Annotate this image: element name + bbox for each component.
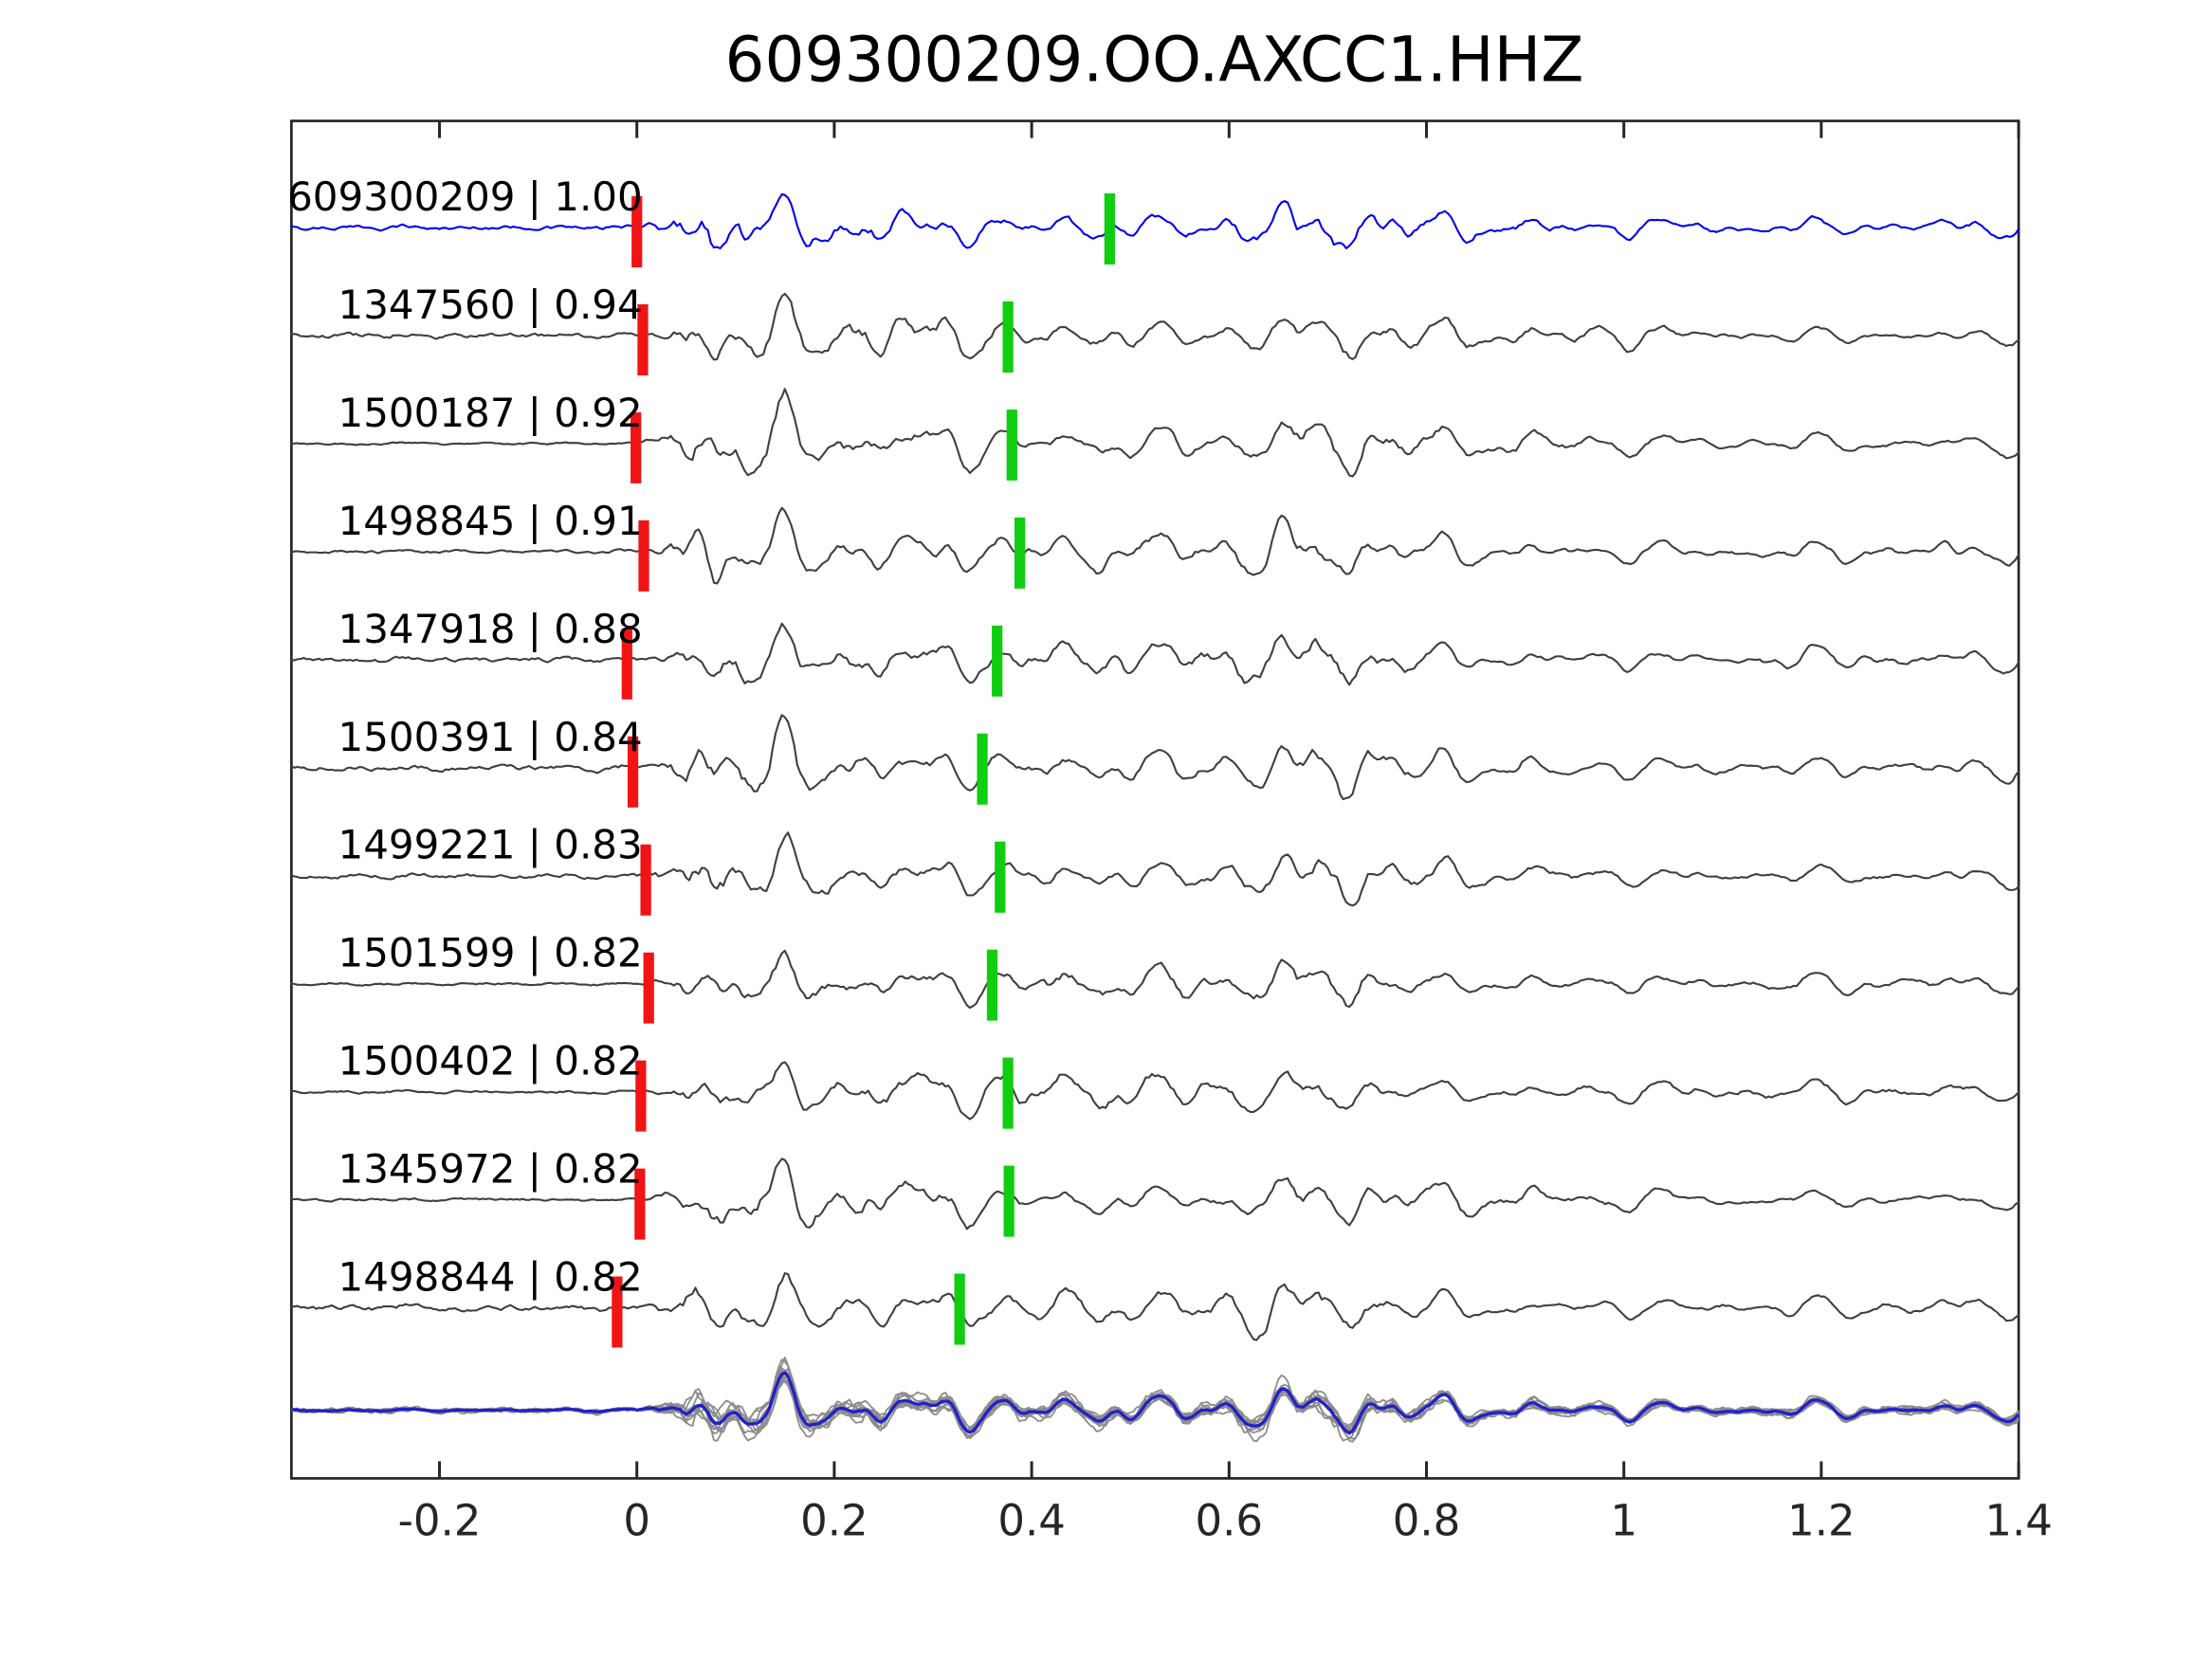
waveform-path bbox=[290, 1061, 2020, 1121]
x-tick-label: 1.2 bbox=[1787, 1495, 1856, 1545]
waveform-path bbox=[290, 714, 2020, 801]
trace-label: 1500391 | 0.84 bbox=[338, 714, 643, 760]
trace-label: 1500187 | 0.92 bbox=[338, 390, 643, 436]
overlay-waveform bbox=[291, 1375, 2020, 1435]
plot-area: -0.2 0 0.2 0.4 0.6 0.8 1 1.2 1.4 609300209 | 1.00… bbox=[287, 119, 2053, 1545]
waveform-path bbox=[290, 292, 2020, 361]
waveform-path bbox=[290, 192, 2020, 249]
trace-label: 609300209 | 1.00 bbox=[287, 173, 643, 220]
waveform-path bbox=[290, 506, 2020, 585]
overlay-waveform bbox=[291, 1367, 2020, 1442]
axis-box bbox=[290, 119, 2020, 1480]
trace-label: 1500402 | 0.82 bbox=[338, 1038, 643, 1085]
x-tick-label: 0.8 bbox=[1393, 1495, 1461, 1545]
waveform-path bbox=[290, 622, 2020, 686]
overlay-waveform bbox=[291, 1370, 2020, 1439]
overlay-waveform bbox=[291, 1377, 2020, 1434]
overlay-waveform bbox=[291, 1376, 2020, 1431]
trace-label: 1499221 | 0.83 bbox=[338, 822, 643, 868]
x-tick-label: 0.4 bbox=[997, 1495, 1066, 1545]
trace-label: 1347918 | 0.88 bbox=[338, 606, 643, 652]
waveform-path bbox=[290, 388, 2020, 478]
trace-label: 1498844 | 0.82 bbox=[338, 1254, 643, 1301]
x-tick-label: 1.4 bbox=[1984, 1495, 2053, 1545]
waveform-path bbox=[290, 831, 2020, 907]
trace-label: 1498845 | 0.91 bbox=[338, 498, 643, 544]
x-tick-label: 1 bbox=[1610, 1495, 1637, 1545]
x-tick-label: 0.2 bbox=[800, 1495, 868, 1545]
x-tick-label: 0 bbox=[623, 1495, 650, 1545]
trace-label: 1501599 | 0.82 bbox=[338, 930, 643, 976]
trace-label: 1345972 | 0.82 bbox=[338, 1146, 643, 1193]
x-tick-label: -0.2 bbox=[398, 1495, 482, 1545]
x-tick-label: 0.6 bbox=[1196, 1495, 1264, 1545]
overlay-waveform bbox=[291, 1367, 2020, 1440]
figure-title: 609300209.OO.AXCC1.HHZ bbox=[725, 24, 1584, 97]
waveform-path bbox=[290, 949, 2020, 1010]
trace-label: 1347560 | 0.94 bbox=[338, 282, 643, 328]
stack-waveform bbox=[291, 1371, 2020, 1435]
waveform-path bbox=[290, 1158, 2020, 1231]
waveform-path bbox=[290, 1272, 2020, 1341]
